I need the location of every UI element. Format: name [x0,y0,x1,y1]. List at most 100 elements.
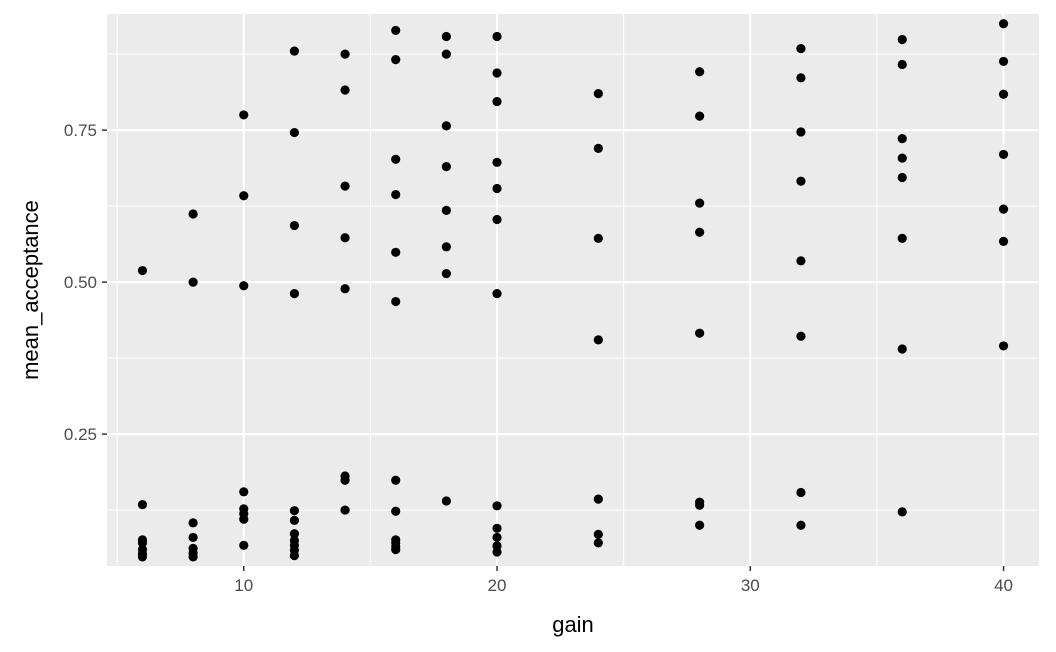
data-point [391,506,401,516]
data-point [289,127,300,138]
data-point [239,110,249,120]
data-point [391,189,401,200]
data-point [289,289,300,299]
data-point [492,523,502,533]
data-point [695,520,705,530]
data-point [796,176,806,186]
data-point [239,191,249,201]
data-point [391,296,401,307]
data-point [897,134,907,144]
data-point [998,341,1009,351]
data-point [391,154,401,164]
data-point [137,265,148,276]
data-point [441,31,451,42]
data-point [239,514,249,524]
x-tick-label: 10 [234,576,253,595]
data-point [137,499,148,510]
data-point [998,56,1009,67]
data-point [289,529,300,539]
data-point [897,233,907,243]
y-tick-label: 0.75 [64,121,97,140]
data-point [593,89,603,99]
data-point [593,529,603,539]
x-tick-label: 40 [994,576,1013,595]
data-point [492,214,502,225]
data-point [289,506,300,516]
data-point [188,518,198,528]
data-point [593,538,603,548]
data-point [441,49,451,59]
data-point [391,54,401,65]
data-point [796,73,806,83]
data-point [998,19,1009,29]
x-axis-title: gain [552,612,594,637]
data-point [796,127,806,137]
plot-panel [107,14,1039,566]
data-point [897,34,907,45]
data-point [492,183,502,194]
data-point [492,68,502,78]
data-point [695,500,705,510]
data-point [239,487,249,497]
data-point [340,85,350,95]
data-point [340,505,350,515]
data-point [695,111,705,121]
data-point [492,289,502,299]
data-point [998,89,1009,99]
data-point [188,552,198,562]
y-tick-label: 0.50 [64,273,97,292]
major-gridlines [107,14,1039,566]
data-points [137,19,1009,562]
data-point [340,475,350,485]
data-point [239,281,249,291]
data-point [998,204,1009,214]
data-point [796,331,806,341]
data-point [492,532,502,543]
data-point [340,284,350,294]
data-point [897,344,907,354]
data-point [441,242,451,252]
data-point [796,487,806,498]
data-point [796,256,806,266]
y-tick-label: 0.25 [64,425,97,444]
data-point [593,143,603,153]
data-point [897,507,907,517]
data-point [188,277,198,287]
data-point [695,227,705,237]
data-point [593,233,603,243]
data-point [340,233,350,243]
data-point [796,520,806,530]
data-point [289,220,300,231]
y-axis-title: mean_acceptance [18,200,43,380]
data-point [137,552,148,562]
data-point [998,236,1009,246]
data-point [492,547,502,557]
data-point [897,59,907,70]
data-point [340,181,350,191]
data-point [289,515,300,526]
data-point [492,96,502,107]
data-point [593,335,603,345]
x-axis: 10 20 30 40 [234,566,1013,595]
data-point [441,121,451,131]
data-point [340,49,350,59]
minor-gridlines [107,14,1039,566]
y-axis: 0.25 0.50 0.75 [64,121,107,444]
data-point [137,538,148,548]
data-point [695,198,705,208]
data-point [441,161,451,172]
data-point [441,205,451,215]
data-point [239,540,249,550]
data-point [391,544,401,555]
data-point [492,31,502,42]
data-point [441,268,451,279]
data-point [391,247,401,257]
x-tick-label: 20 [488,576,507,595]
data-point [188,209,198,219]
data-point [492,501,502,511]
data-point [593,494,603,504]
data-point [289,551,300,561]
data-point [897,153,907,163]
data-point [998,149,1009,160]
data-point [897,172,907,183]
